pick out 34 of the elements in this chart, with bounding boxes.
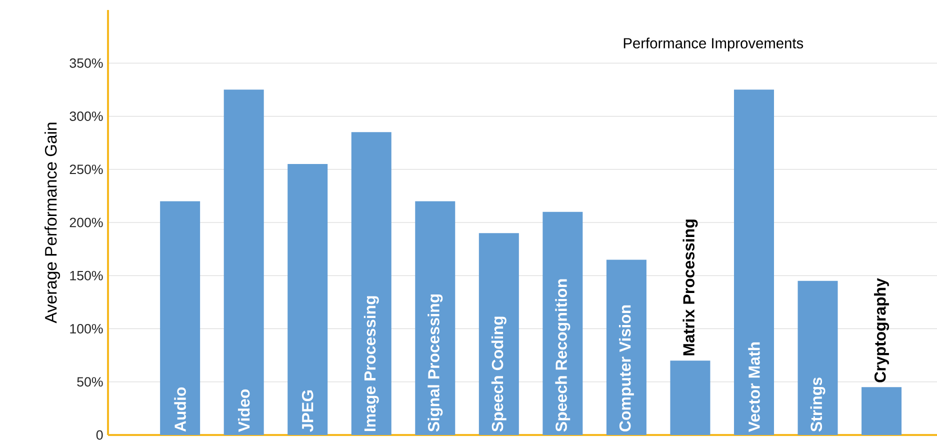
y-axis-title: Average Performance Gain xyxy=(44,122,60,324)
x-tick-label: Vector Math xyxy=(748,342,760,432)
bar xyxy=(288,164,328,435)
x-tick-label: Image Processing xyxy=(364,296,379,431)
bar xyxy=(160,201,200,435)
bar xyxy=(415,201,456,435)
x-tick-label: Cryptography xyxy=(874,278,890,382)
x-tick-label: Speech Coding xyxy=(491,316,506,432)
y-tick-label: 200% xyxy=(70,218,103,228)
y-tick-label: 350% xyxy=(70,58,103,68)
bar xyxy=(542,212,583,435)
x-tick-label: Speech Recognition xyxy=(555,279,570,432)
y-tick-label: 300% xyxy=(70,112,103,121)
x-tick-label: JPEG xyxy=(302,390,314,432)
y-tick-label: 0 xyxy=(96,430,103,440)
x-tick-label: Matrix Processing xyxy=(682,220,698,356)
x-tick-label: Signal Processing xyxy=(428,294,443,432)
x-tick-label: Audio xyxy=(174,387,186,432)
bar xyxy=(478,233,519,435)
bar xyxy=(798,280,838,435)
bar xyxy=(734,90,774,435)
bar xyxy=(862,387,902,435)
bar xyxy=(351,132,392,435)
y-tick-label: 100% xyxy=(70,324,103,334)
x-tick-label: Strings xyxy=(810,378,826,432)
y-tick-label: 50% xyxy=(77,377,103,387)
bar xyxy=(224,90,264,435)
bar xyxy=(606,260,646,435)
x-tick-label: Video xyxy=(238,389,250,432)
text: Performance Improvements xyxy=(624,38,804,52)
y-tick-label: 150% xyxy=(70,270,103,280)
bar xyxy=(670,360,710,435)
x-tick-label: Computer Vision xyxy=(619,305,634,432)
y-tick-label: 250% xyxy=(70,164,103,174)
